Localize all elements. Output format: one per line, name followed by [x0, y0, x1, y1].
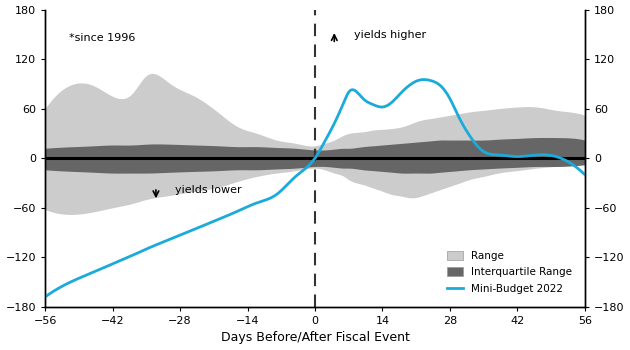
Text: yields lower: yields lower	[175, 185, 242, 195]
X-axis label: Days Before/After Fiscal Event: Days Before/After Fiscal Event	[220, 331, 410, 344]
Text: *since 1996: *since 1996	[69, 33, 135, 43]
Legend: Range, Interquartile Range, Mini-Budget 2022: Range, Interquartile Range, Mini-Budget …	[445, 249, 575, 296]
Text: yields higher: yields higher	[353, 30, 426, 40]
